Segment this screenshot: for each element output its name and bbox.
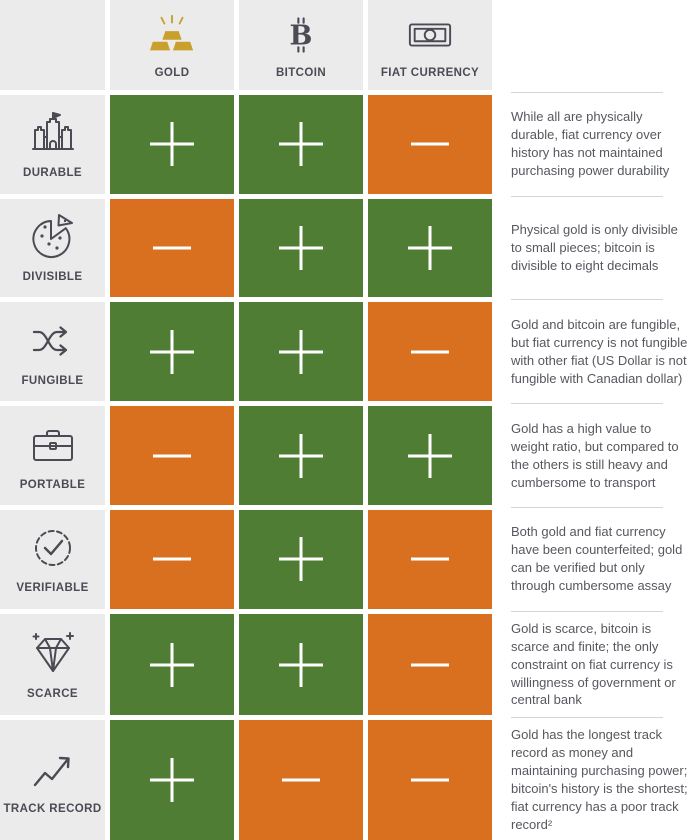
row-header-verifiable: VERIFIABLE [0, 509, 105, 609]
grid-cell-minus [110, 509, 234, 609]
minus-sign [411, 537, 449, 581]
row-header-scarce: SCARCE [0, 613, 105, 716]
row-header-label: VERIFIABLE [16, 582, 89, 595]
column-header-gold: GOLD [110, 0, 234, 90]
shuffle-arrows-icon [29, 317, 77, 365]
minus-sign [153, 537, 191, 581]
plus-sign [279, 226, 323, 270]
column-header-label: BITCOIN [275, 66, 327, 79]
minus-sign [411, 643, 449, 687]
row-description: While all are physically durable, fiat c… [497, 92, 700, 194]
svg-text:B: B [290, 20, 313, 51]
grid-cell-plus [110, 95, 234, 194]
grid-cell-plus [239, 302, 363, 402]
grid-cell-plus [239, 95, 363, 194]
row-description: Physical gold is only divisible to small… [497, 195, 700, 298]
corner-cell [0, 0, 105, 90]
minus-sign [282, 758, 320, 802]
grid-cell-plus [368, 198, 492, 298]
row-header-label: FUNGIBLE [21, 374, 84, 387]
minus-sign [153, 226, 191, 270]
grid-cell-plus [239, 406, 363, 505]
plus-sign [150, 758, 194, 802]
row-description: Gold is scarce, bitcoin is scarce and fi… [497, 610, 700, 716]
briefcase-icon [29, 421, 77, 469]
grid-cell-plus [239, 198, 363, 298]
grid-cell-minus [368, 720, 492, 840]
minus-sign [411, 758, 449, 802]
row-header-label: DIVISIBLE [22, 271, 83, 284]
plus-sign [279, 434, 323, 478]
row-header-label: PORTABLE [19, 478, 86, 491]
row-header-label: SCARCE [27, 687, 78, 700]
grid-cell-minus [368, 95, 492, 194]
row-header-label: TRACK RECORD [3, 803, 102, 816]
plus-sign [150, 122, 194, 166]
row-header-durable: DURABLE [0, 95, 105, 194]
row-description: Both gold and fiat currency have been co… [497, 506, 700, 609]
castle-icon [29, 109, 77, 157]
row-description: Gold has a high value to weight ratio, b… [497, 403, 700, 505]
plus-sign [150, 330, 194, 374]
pizza-icon [29, 213, 77, 261]
plus-sign [150, 643, 194, 687]
column-header-fiat: FIAT CURRENCY [368, 0, 492, 90]
row-header-label: DURABLE [22, 167, 83, 180]
row-header-divisible: DIVISIBLE [0, 198, 105, 298]
grid-cell-minus [110, 198, 234, 298]
row-header-track-record: TRACK RECORD [0, 720, 105, 840]
seal-check-icon [29, 524, 77, 572]
row-header-portable: PORTABLE [0, 406, 105, 505]
grid-cell-plus [110, 302, 234, 402]
bitcoin-icon: B [280, 12, 322, 58]
grid-cell-plus [368, 406, 492, 505]
plus-sign [408, 434, 452, 478]
grid-cell-plus [239, 613, 363, 716]
grid-cell-minus [368, 613, 492, 716]
minus-sign [153, 434, 191, 478]
column-header-label: GOLD [154, 66, 190, 79]
plus-sign [279, 537, 323, 581]
minus-sign [411, 122, 449, 166]
grid-cell-plus [110, 720, 234, 840]
plus-sign [279, 122, 323, 166]
grid-cell-plus [239, 509, 363, 609]
diamond-icon [29, 630, 77, 678]
grid-cell-minus [368, 302, 492, 402]
header-spacer [497, 0, 700, 90]
trend-arrow-icon [29, 745, 77, 793]
row-description: Gold and bitcoin are fungible, but fiat … [497, 299, 700, 401]
grid-cell-minus [368, 509, 492, 609]
plus-sign [279, 330, 323, 374]
banknote-icon [405, 12, 455, 58]
plus-sign [279, 643, 323, 687]
plus-sign [408, 226, 452, 270]
gold-bars-icon [145, 12, 199, 58]
grid-cell-minus [110, 406, 234, 505]
row-description: Gold has the longest track record as mon… [497, 717, 700, 840]
minus-sign [411, 330, 449, 374]
column-header-label: FIAT CURRENCY [380, 66, 480, 79]
grid-cell-plus [110, 613, 234, 716]
row-header-fungible: FUNGIBLE [0, 302, 105, 402]
grid-cell-minus [239, 720, 363, 840]
column-header-bitcoin: B BITCOIN [239, 0, 363, 90]
